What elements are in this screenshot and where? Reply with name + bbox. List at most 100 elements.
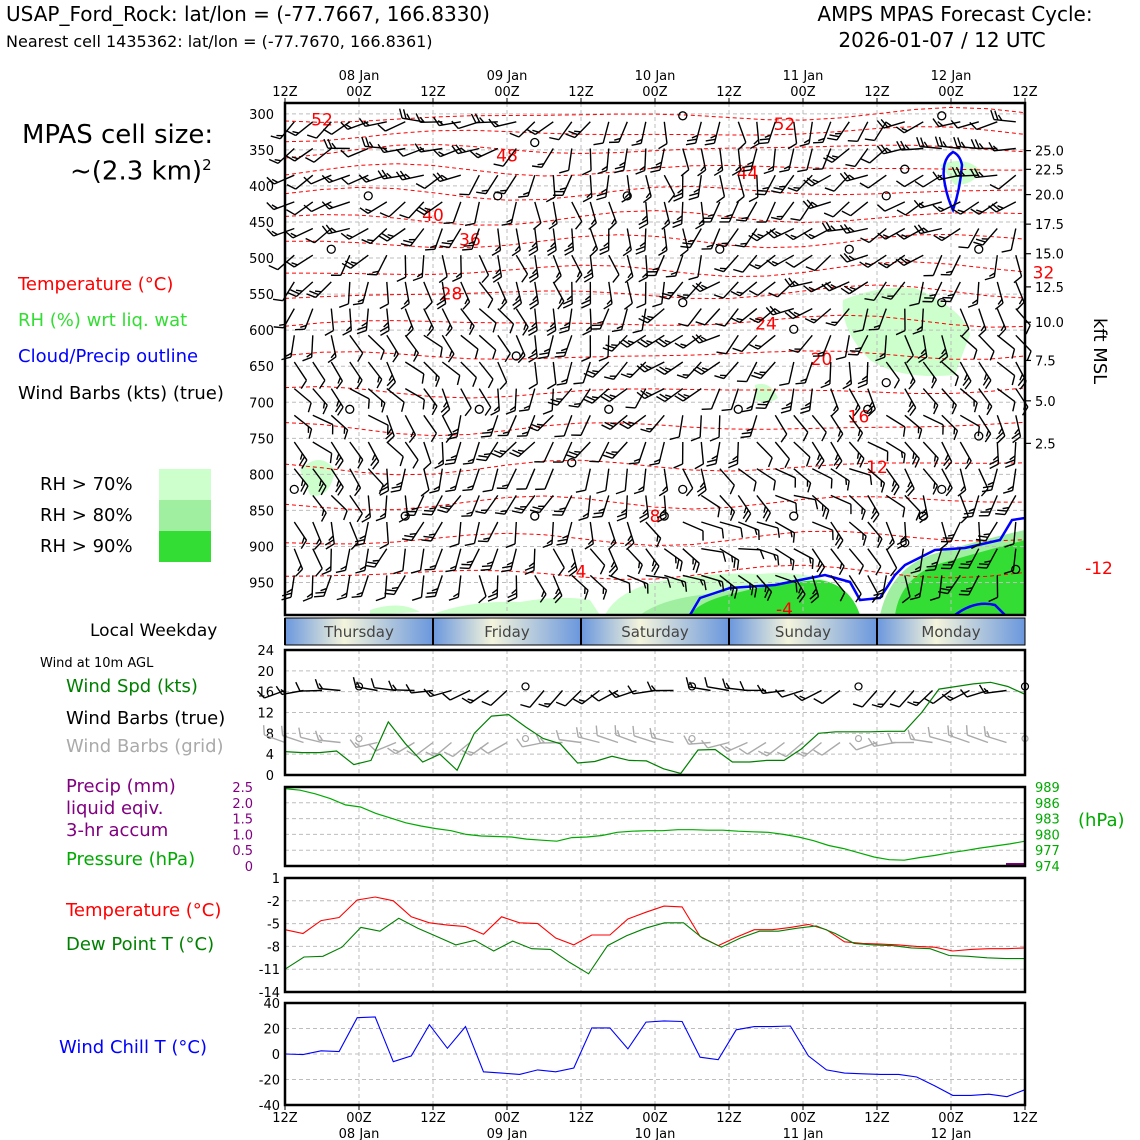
- barb-feather: [877, 535, 881, 543]
- barb-feather: [646, 340, 653, 344]
- barb-feather: [844, 285, 854, 293]
- calm-wind-marker: [567, 458, 577, 468]
- wind-barb: [441, 361, 461, 386]
- wind-barb: [330, 441, 344, 470]
- surface-wind-barb-true: [405, 684, 434, 694]
- wind-barb: [476, 174, 499, 195]
- barb-feather: [589, 248, 598, 257]
- barb-staff: [833, 174, 850, 192]
- barb-staff: [596, 734, 619, 744]
- surface-wind-barb-grid: [298, 727, 323, 744]
- pressure-line: [284, 788, 1026, 861]
- barb-feather: [461, 749, 472, 757]
- wind-speed-line: [284, 681, 1026, 775]
- wind-barb: [716, 175, 726, 204]
- wind-barb: [303, 201, 332, 213]
- barb-feather: [574, 130, 581, 133]
- barb-feather: [582, 329, 592, 336]
- wind-barb: [496, 468, 517, 490]
- wind-barb: [423, 414, 438, 443]
- barb-feather: [581, 299, 591, 305]
- barb-feather: [793, 280, 800, 286]
- wind-barb: [404, 308, 414, 337]
- barb-feather: [909, 377, 914, 385]
- wind-barb: [529, 281, 540, 310]
- barb-feather: [973, 402, 978, 413]
- wind-barb: [478, 388, 492, 416]
- barb-feather: [766, 259, 776, 267]
- barb-feather: [624, 302, 633, 310]
- barb-feather: [680, 169, 690, 177]
- barb-feather: [867, 408, 876, 417]
- barb-feather: [843, 171, 851, 181]
- wind-barb: [330, 414, 349, 440]
- calm-wind-marker: [881, 377, 891, 388]
- wind-barb: [287, 281, 314, 298]
- wind-barb: [548, 201, 558, 230]
- surface-wind-barb-true: [793, 689, 822, 702]
- barb-staff: [746, 741, 767, 755]
- barb-feather: [735, 165, 741, 172]
- barb-feather: [517, 355, 526, 364]
- barb-feather: [386, 435, 395, 444]
- wind-barb: [785, 254, 813, 268]
- wind-barb: [867, 521, 883, 549]
- wind-barb: [590, 308, 610, 330]
- wind-barb: [975, 521, 998, 542]
- barb-staff: [423, 334, 443, 348]
- wind-barb: [335, 548, 351, 574]
- barb-staff: [957, 121, 979, 129]
- barb-staff: [830, 494, 852, 505]
- barb-staff: [904, 174, 924, 188]
- barb-staff: [868, 227, 887, 244]
- barb-feather: [450, 565, 457, 570]
- surface-wind-barb-grid: [314, 730, 341, 744]
- wind-barb: [535, 468, 554, 491]
- top-time-label: 12Z: [420, 85, 446, 100]
- barb-feather: [280, 725, 284, 736]
- barb-feather: [800, 409, 810, 414]
- barb-feather: [342, 329, 352, 336]
- barb-feather: [683, 393, 690, 398]
- wind-barb: [386, 361, 397, 390]
- barb-feather: [291, 262, 298, 266]
- calm-wind-marker: [400, 511, 410, 521]
- barb-feather: [343, 427, 346, 434]
- barb-feather: [925, 568, 936, 572]
- barb-feather: [907, 488, 915, 497]
- barb-feather: [552, 514, 563, 516]
- barb-feather: [379, 512, 386, 518]
- barb-feather: [467, 458, 475, 463]
- pressure-tick-label: 600: [249, 324, 274, 339]
- barb-feather: [548, 222, 558, 230]
- wind-barb: [958, 575, 980, 596]
- barb-feather: [765, 512, 772, 522]
- wind-barb: [354, 521, 369, 547]
- barb-feather: [516, 435, 527, 437]
- barb-feather: [768, 292, 778, 298]
- barb-feather: [759, 549, 765, 560]
- barb-feather: [957, 489, 967, 497]
- wind-barb: [349, 334, 364, 363]
- barb-feather: [794, 348, 801, 350]
- barb-feather: [642, 508, 648, 515]
- barb-feather: [721, 217, 731, 220]
- barb-feather: [314, 678, 320, 689]
- barb-staff: [1015, 308, 1031, 326]
- barb-feather: [679, 249, 689, 257]
- barb-feather: [522, 326, 529, 336]
- barb-feather: [318, 683, 324, 690]
- barb-feather: [469, 150, 479, 159]
- calm-wind-marker: [345, 404, 355, 414]
- wind-barb: [876, 201, 906, 212]
- barb-feather: [784, 278, 792, 288]
- surface-wind-barb-true: [461, 689, 489, 704]
- barb-feather: [499, 450, 507, 453]
- barb-feather: [330, 274, 341, 276]
- barb-feather: [787, 143, 797, 150]
- barb-feather: [739, 680, 745, 691]
- wind-barb: [509, 441, 536, 458]
- barb-feather: [953, 427, 956, 435]
- barb-feather: [467, 698, 474, 702]
- wind-barb: [618, 334, 647, 348]
